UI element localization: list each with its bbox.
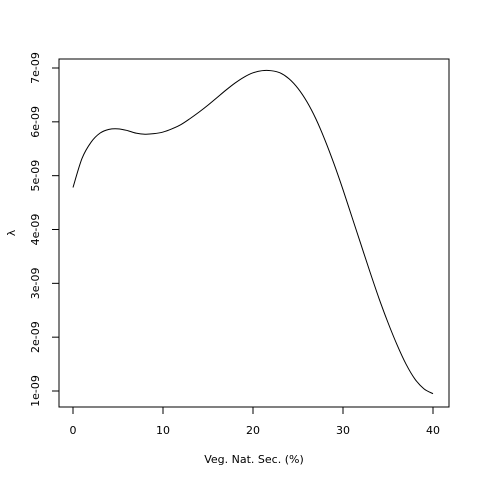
x-tick-label: 0 [70, 424, 77, 437]
plot-frame [58, 58, 450, 408]
y-tick-label: 2e-09 [29, 321, 42, 353]
y-tick-label: 7e-09 [29, 52, 42, 84]
y-axis: 1e-09 2e-09 3e-09 4e-09 5e-09 6e-09 7e-09 [29, 52, 59, 407]
y-axis-label: λ [5, 229, 18, 236]
y-tick-label: 6e-09 [29, 106, 42, 138]
x-tick-label: 40 [426, 424, 440, 437]
x-tick-label: 20 [246, 424, 260, 437]
y-tick-label: 4e-09 [29, 214, 42, 246]
x-axis: 0 10 20 30 40 [70, 407, 440, 437]
x-tick-label: 30 [336, 424, 350, 437]
y-tick-label: 1e-09 [29, 375, 42, 407]
x-tick-label: 10 [156, 424, 170, 437]
x-axis-label: Veg. Nat. Sec. (%) [204, 453, 304, 466]
y-tick-label: 5e-09 [29, 160, 42, 192]
y-tick-label: 3e-09 [29, 267, 42, 299]
series-line [72, 69, 434, 395]
